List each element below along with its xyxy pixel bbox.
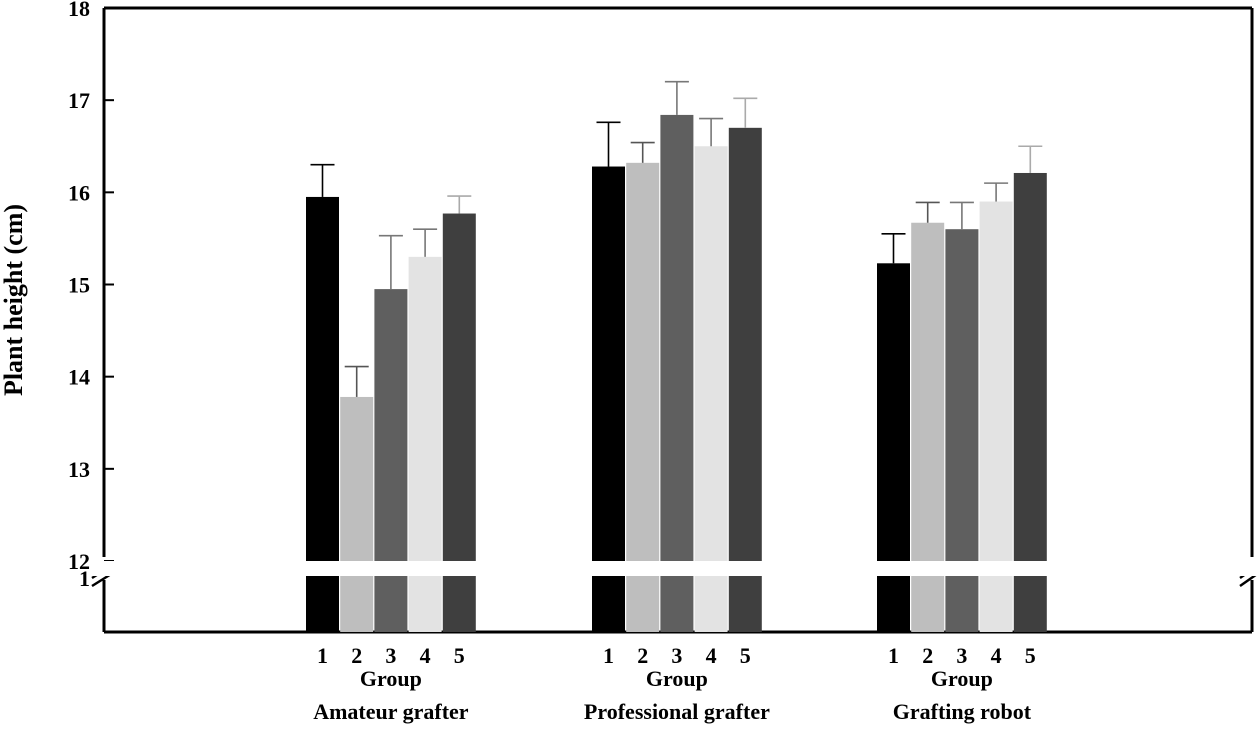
category-label: 2	[922, 643, 933, 668]
axis-break-band	[92, 561, 1260, 576]
bar	[877, 263, 910, 632]
bar	[728, 127, 762, 633]
axis-break-label: 1	[79, 566, 90, 591]
group-axis-label: Group	[646, 666, 708, 691]
bar	[660, 114, 694, 632]
y-tick-label: 16	[68, 180, 90, 205]
category-label: 1	[603, 643, 614, 668]
bar	[694, 146, 728, 632]
y-tick-label: 18	[68, 0, 90, 21]
category-label: 5	[1025, 643, 1036, 668]
category-label: 4	[706, 643, 717, 668]
bar	[306, 196, 339, 633]
category-label: 1	[317, 643, 328, 668]
bar	[1013, 172, 1047, 632]
category-label: 1	[888, 643, 899, 668]
y-tick-label: 14	[68, 365, 90, 390]
group-axis-label: Group	[360, 666, 422, 691]
y-tick-label: 13	[68, 457, 90, 482]
category-label: 3	[385, 643, 396, 668]
category-label: 4	[420, 643, 431, 668]
bar	[592, 166, 625, 632]
group-name-label: Amateur grafter	[313, 699, 469, 724]
y-tick-label: 12	[68, 549, 90, 574]
bar	[626, 162, 660, 632]
bar	[340, 396, 374, 632]
category-label: 5	[454, 643, 465, 668]
y-tick-label: 15	[68, 273, 90, 298]
group-name-label: Professional grafter	[584, 699, 770, 724]
category-label: 3	[671, 643, 682, 668]
category-label: 2	[637, 643, 648, 668]
category-label: 2	[351, 643, 362, 668]
category-label: 4	[991, 643, 1002, 668]
group-axis-label: Group	[931, 666, 993, 691]
bar	[979, 201, 1013, 633]
y-axis-title: Plant height (cm)	[0, 204, 28, 396]
category-label: 5	[740, 643, 751, 668]
category-label: 3	[956, 643, 967, 668]
y-tick-label: 17	[68, 88, 90, 113]
bar	[374, 289, 408, 632]
group-name-label: Grafting robot	[893, 699, 1032, 724]
